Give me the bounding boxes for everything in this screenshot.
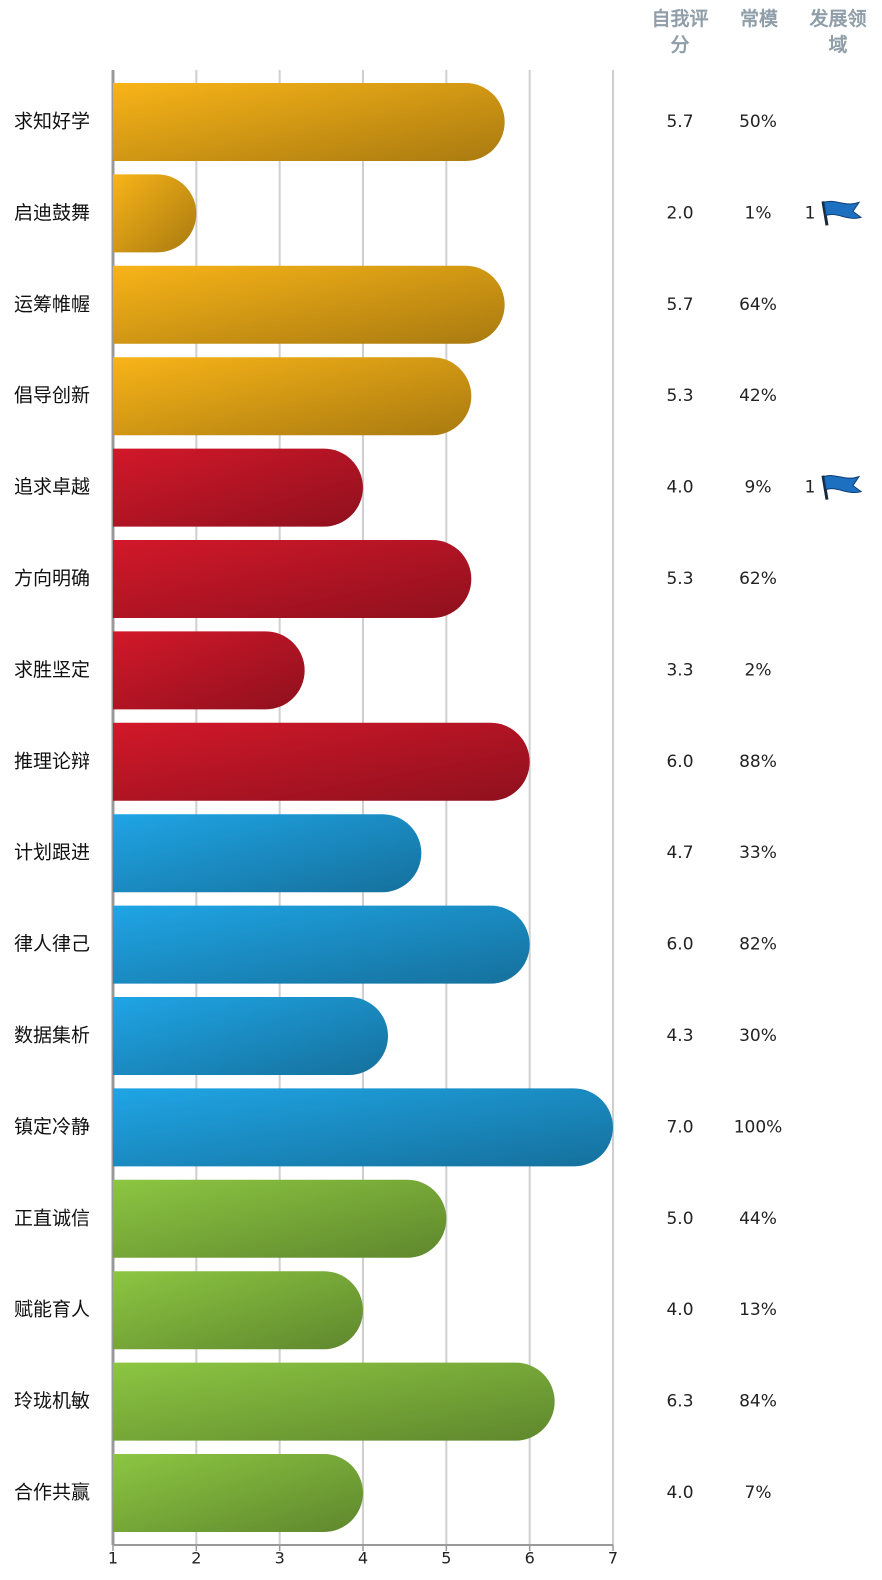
norm-label: 42% <box>739 386 777 406</box>
category-label: 求知好学 <box>14 111 90 133</box>
value-label: 3.3 <box>666 660 693 680</box>
column-header: 自我评分 <box>651 8 709 56</box>
norm-label: 84% <box>739 1392 777 1412</box>
norm-label: 1% <box>745 203 772 223</box>
norm-label: 82% <box>739 935 777 955</box>
value-label: 5.7 <box>666 295 693 315</box>
category-label: 追求卓越 <box>14 476 90 498</box>
category-label: 赋能育人 <box>14 1299 90 1321</box>
value-label: 5.7 <box>666 112 693 132</box>
category-label: 计划跟进 <box>14 842 90 864</box>
x-tick-label: 7 <box>608 1549 618 1568</box>
value-label: 4.0 <box>666 478 693 498</box>
flag <box>823 200 863 219</box>
bar <box>113 1454 363 1532</box>
value-label: 7.0 <box>666 1117 693 1137</box>
bar <box>113 814 422 893</box>
column-header: 发展领域 <box>809 8 867 56</box>
norm-label: 44% <box>739 1209 777 1229</box>
x-tick-label: 1 <box>108 1549 118 1568</box>
x-tick-label: 2 <box>191 1549 201 1568</box>
flag <box>823 475 863 493</box>
bar <box>113 1362 555 1441</box>
category-label: 玲珑机敏 <box>14 1390 90 1412</box>
value-label: 6.3 <box>666 1392 693 1412</box>
bar <box>113 905 530 984</box>
norm-label: 33% <box>739 843 777 863</box>
category-label: 律人律己 <box>14 933 90 955</box>
flag-pole <box>821 475 829 500</box>
flag-pole <box>821 201 829 226</box>
norm-label: 2% <box>745 660 772 680</box>
value-label: 6.0 <box>666 935 693 955</box>
category-label: 启迪鼓舞 <box>14 202 90 224</box>
category-label: 方向明确 <box>14 568 90 590</box>
norm-label: 50% <box>739 112 777 132</box>
value-label: 4.0 <box>666 1300 693 1320</box>
norm-label: 62% <box>739 569 777 589</box>
x-tick-label: 3 <box>275 1549 285 1568</box>
category-label: 数据集析 <box>14 1025 90 1047</box>
category-label: 倡导创新 <box>14 385 90 407</box>
bar <box>113 540 472 618</box>
column-header: 常模 <box>739 8 778 30</box>
norm-label: 7% <box>745 1483 772 1503</box>
value-label: 5.3 <box>666 569 693 589</box>
value-label: 4.7 <box>666 843 693 863</box>
value-label: 6.0 <box>666 752 693 772</box>
norm-label: 9% <box>745 478 772 498</box>
development-count: 1 <box>805 203 816 223</box>
category-label: 合作共赢 <box>14 1482 90 1504</box>
norm-label: 88% <box>739 752 777 772</box>
category-label: 推理论辩 <box>14 750 90 772</box>
bar <box>113 1271 363 1350</box>
bar <box>113 357 472 436</box>
value-label: 2.0 <box>666 203 693 223</box>
bar <box>113 1179 447 1258</box>
norm-label: 64% <box>739 295 777 315</box>
bar <box>113 83 505 161</box>
bar <box>113 997 388 1075</box>
value-label: 4.3 <box>666 1026 693 1046</box>
norm-label: 13% <box>739 1300 777 1320</box>
x-tick-label: 5 <box>441 1549 451 1568</box>
x-tick-label: 4 <box>358 1549 368 1568</box>
norm-label: 100% <box>734 1117 783 1137</box>
bar <box>113 1088 613 1167</box>
category-label: 镇定冷静 <box>14 1116 90 1138</box>
category-label: 正直诚信 <box>14 1207 90 1229</box>
bar <box>113 174 197 253</box>
x-tick-label: 6 <box>525 1549 535 1568</box>
value-label: 5.3 <box>666 386 693 406</box>
category-label: 运筹帷幄 <box>14 293 90 315</box>
value-label: 5.0 <box>666 1209 693 1229</box>
bar <box>113 265 505 344</box>
bar <box>113 448 363 527</box>
category-label: 求胜坚定 <box>14 659 90 681</box>
bar <box>113 631 305 710</box>
value-label: 4.0 <box>666 1483 693 1503</box>
development-count: 1 <box>805 478 816 498</box>
norm-label: 30% <box>739 1026 777 1046</box>
bar <box>113 722 530 801</box>
